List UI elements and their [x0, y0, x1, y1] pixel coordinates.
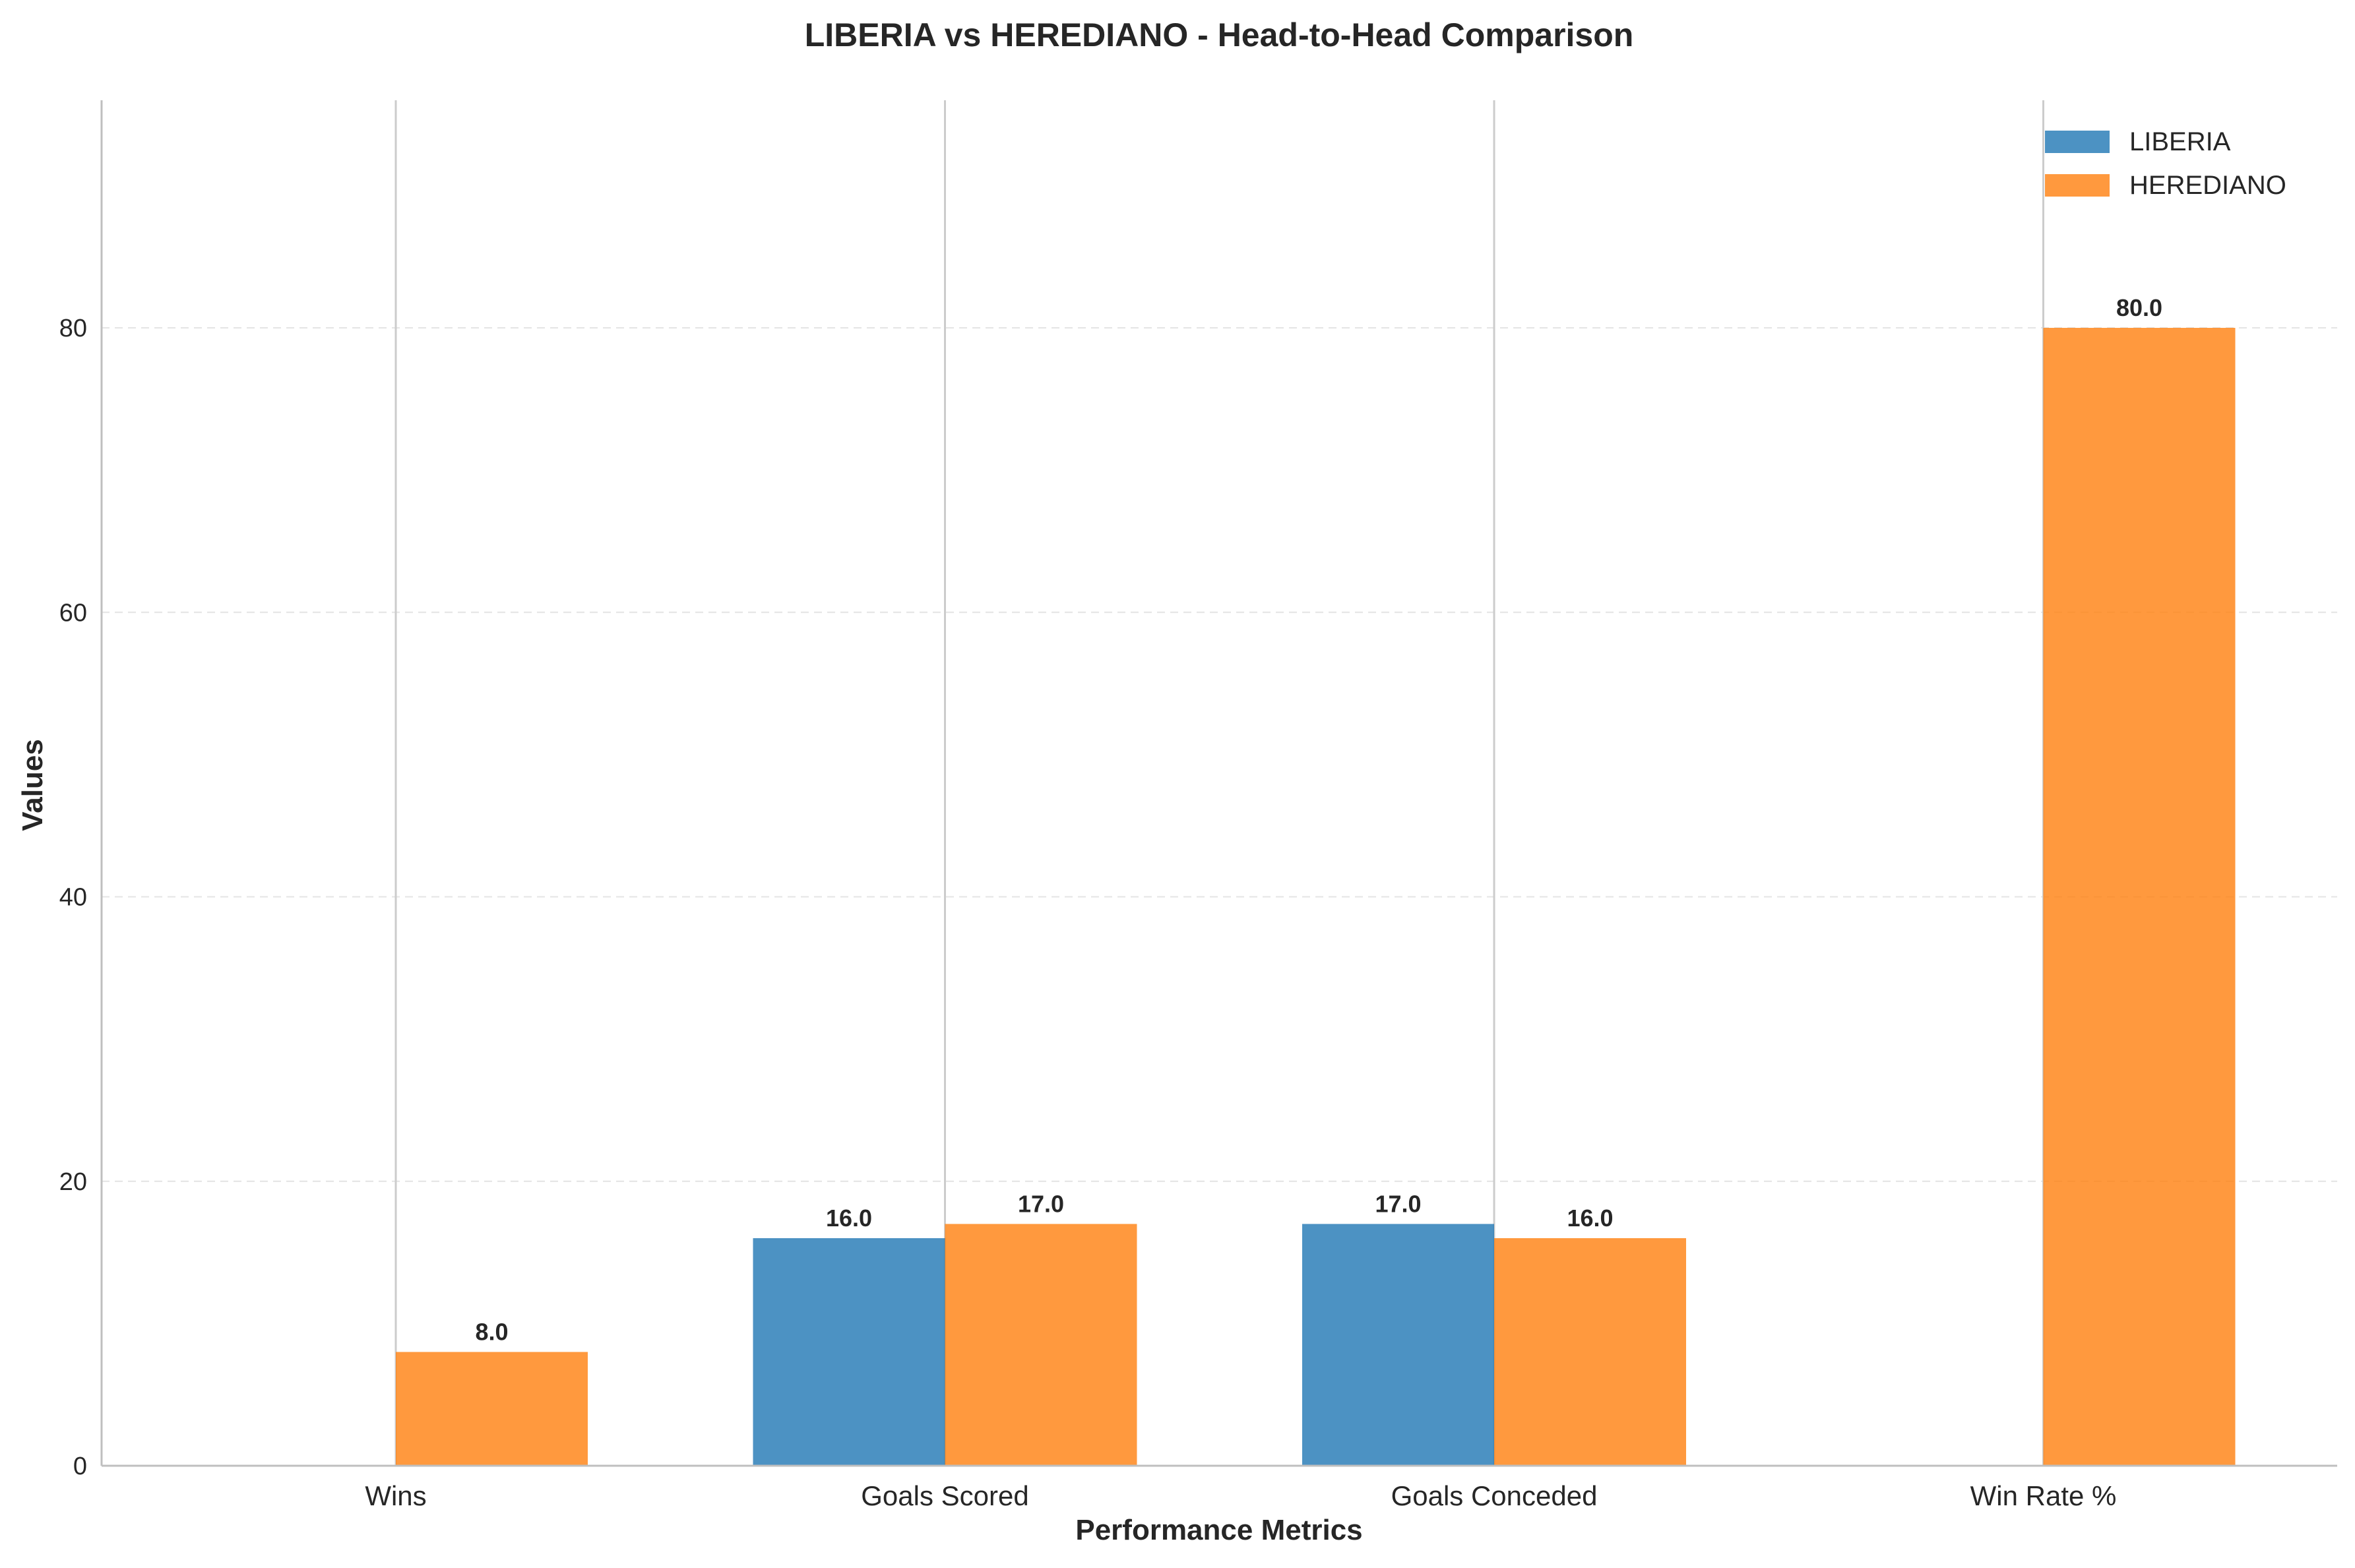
legend-swatch [2045, 174, 2110, 197]
x-tick-label: Wins [365, 1480, 426, 1511]
data-labels-layer: 16.0 17.0 8.0 17.0 16.0 80.0 [475, 294, 2162, 1346]
axes-layer: 0 20 40 60 80 Wins Goals Scored Goals Conceded W… [59, 100, 2337, 1511]
data-label: 16.0 [826, 1205, 872, 1232]
legend-swatch [2045, 131, 2110, 153]
y-tick-label: 60 [59, 599, 87, 627]
y-tick-label: 0 [73, 1453, 87, 1480]
grid-layer [102, 327, 2337, 1182]
bar [753, 1238, 945, 1466]
x-axis-title: Performance Metrics [1075, 1514, 1362, 1546]
x-tick-label: Goals Conceded [1391, 1480, 1598, 1511]
bar [1494, 1238, 1686, 1466]
x-tick-label: Goals Scored [861, 1480, 1028, 1511]
y-axis-title: Values [16, 739, 49, 831]
data-label: 80.0 [2116, 294, 2162, 321]
chart-title: LIBERIA vs HEREDIANO - Head-to-Head Comp… [805, 16, 1634, 53]
bar [1302, 1224, 1494, 1466]
bar [945, 1224, 1137, 1466]
y-tick-label: 40 [59, 884, 87, 912]
x-tick-label: Win Rate % [1970, 1480, 2117, 1511]
y-tick-label: 80 [59, 315, 87, 342]
bars-layer [396, 328, 2236, 1466]
data-label: 17.0 [1018, 1190, 1064, 1217]
data-label: 8.0 [475, 1319, 508, 1346]
legend-label: LIBERIA [2129, 127, 2231, 156]
data-label: 17.0 [1375, 1190, 1421, 1217]
legend: LIBERIA HEREDIANO [2045, 127, 2286, 200]
category-gridlines [394, 100, 2044, 1466]
legend-label: HEREDIANO [2129, 171, 2286, 200]
bar [396, 1352, 588, 1466]
data-label: 16.0 [1567, 1205, 1613, 1232]
y-tick-label: 20 [59, 1168, 87, 1196]
bar [2043, 328, 2236, 1466]
